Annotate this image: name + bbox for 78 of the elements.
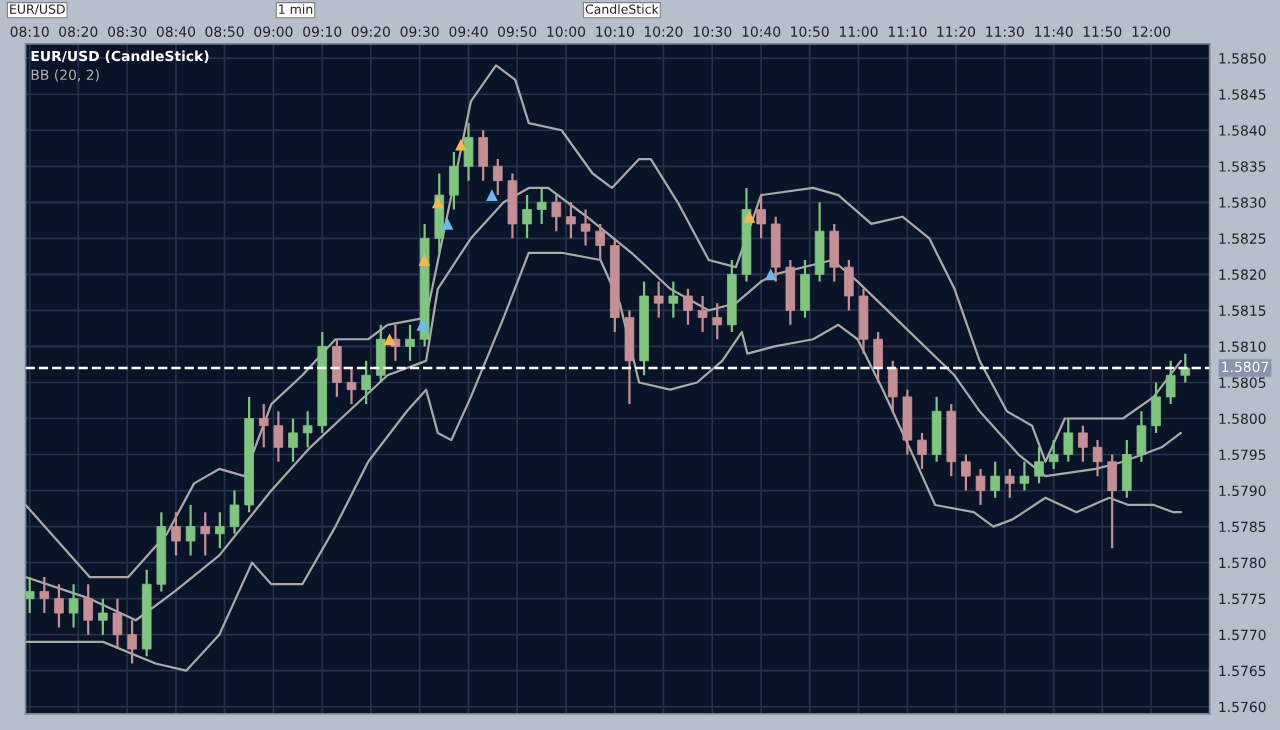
candlestick bbox=[668, 280, 679, 319]
candlestick bbox=[112, 597, 123, 651]
candlestick bbox=[68, 583, 79, 629]
point bbox=[431, 196, 444, 209]
candlestick bbox=[200, 511, 211, 557]
candlestick bbox=[873, 330, 883, 384]
candlestick bbox=[829, 222, 840, 283]
candlestick bbox=[302, 410, 313, 449]
candlestick bbox=[478, 129, 488, 182]
candlestick bbox=[375, 323, 386, 384]
candlestick bbox=[990, 460, 1000, 499]
point bbox=[418, 254, 431, 266]
candlestick bbox=[844, 258, 854, 312]
candlestick bbox=[551, 194, 562, 233]
candlestick bbox=[39, 575, 50, 615]
candlestick bbox=[887, 359, 898, 413]
candlestick bbox=[624, 309, 635, 406]
candlestick bbox=[83, 583, 94, 636]
candlestick bbox=[229, 489, 240, 535]
candlestick bbox=[814, 201, 825, 283]
candlestick bbox=[961, 453, 971, 492]
candlestick bbox=[25, 575, 35, 615]
candlestick bbox=[449, 150, 459, 211]
candlestick bbox=[463, 121, 474, 182]
candlestick bbox=[756, 194, 766, 240]
point bbox=[764, 268, 777, 281]
candlestick bbox=[273, 410, 284, 463]
point bbox=[455, 138, 467, 151]
candlestick bbox=[785, 258, 796, 326]
candlestick bbox=[1122, 439, 1132, 499]
candlestick bbox=[595, 222, 605, 262]
candlestick bbox=[522, 194, 532, 240]
candlestick bbox=[580, 208, 591, 247]
candlestick bbox=[1151, 381, 1161, 435]
candlestick bbox=[405, 323, 415, 362]
candlestick bbox=[858, 287, 869, 355]
candlestick bbox=[1136, 410, 1147, 463]
point bbox=[743, 210, 756, 223]
candlestick bbox=[975, 467, 986, 507]
candlestick bbox=[697, 294, 708, 334]
candlestick bbox=[98, 597, 108, 636]
candlestick bbox=[258, 402, 269, 449]
candlestick bbox=[800, 258, 810, 319]
candlestick bbox=[1078, 424, 1088, 463]
candlestick bbox=[1019, 460, 1030, 492]
candlestick bbox=[931, 395, 942, 463]
candlestick bbox=[332, 338, 342, 398]
point bbox=[383, 333, 396, 346]
candlestick bbox=[653, 280, 664, 319]
candlestick bbox=[127, 619, 137, 665]
candlestick bbox=[288, 417, 298, 463]
candlestick bbox=[1107, 453, 1117, 550]
candlestick bbox=[215, 511, 225, 550]
candlestick bbox=[54, 583, 64, 629]
candlestick bbox=[507, 172, 518, 240]
candlestick bbox=[683, 287, 693, 326]
candlestick bbox=[185, 503, 196, 557]
candlestick bbox=[536, 186, 547, 226]
candlestick bbox=[902, 388, 913, 456]
candlestick bbox=[1004, 467, 1015, 499]
candlestick bbox=[917, 431, 927, 471]
candlestick bbox=[1048, 439, 1059, 471]
line-series bbox=[25, 251, 1183, 672]
candlestick bbox=[770, 215, 781, 283]
candlestick bbox=[1034, 446, 1044, 485]
point bbox=[486, 189, 498, 202]
candlestick bbox=[361, 359, 371, 406]
candlestick bbox=[346, 366, 357, 406]
candlestick bbox=[566, 201, 576, 240]
candlestick bbox=[1165, 359, 1176, 406]
candlestick bbox=[1063, 417, 1074, 463]
point bbox=[441, 218, 454, 230]
candlestick bbox=[171, 511, 181, 557]
candlestick bbox=[1180, 352, 1191, 384]
candlestick bbox=[1092, 439, 1103, 478]
candlestick bbox=[492, 157, 503, 197]
candlestick bbox=[712, 302, 723, 341]
point bbox=[416, 318, 429, 331]
